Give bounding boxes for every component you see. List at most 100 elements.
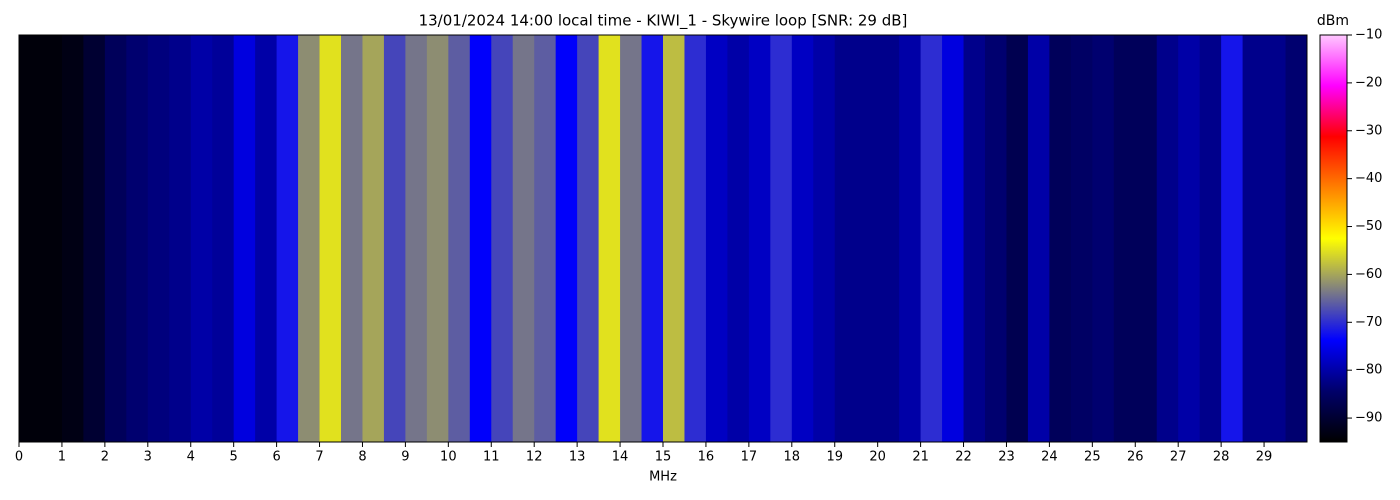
heatmap-column [963,35,986,442]
heatmap-column [856,35,879,442]
colorbar-tick-label: −60 [1355,267,1382,282]
x-tick-label: 28 [1213,450,1230,465]
heatmap-column [126,35,149,442]
heatmap-column [705,35,728,442]
x-tick-label: 14 [612,450,629,465]
heatmap-column [684,35,707,442]
colorbar-tick-label: −70 [1355,315,1382,330]
x-tick-label: 27 [1170,450,1187,465]
heatmap-column [920,35,943,442]
x-tick-label: 22 [955,450,972,465]
x-tick-label: 10 [440,450,457,465]
colorbar [1319,34,1348,443]
heatmap-column [319,35,342,442]
x-tick-label: 5 [230,450,238,465]
heatmap-column [1135,35,1158,442]
chart-title: 13/01/2024 14:00 local time - KIWI_1 - S… [419,12,908,31]
heatmap-column [40,35,63,442]
heatmap-column [555,35,578,442]
colorbar-tick-label: −90 [1355,411,1382,426]
x-tick-label: 3 [144,450,152,465]
heatmap-column [448,35,471,442]
heatmap-column [255,35,278,442]
heatmap-column [1113,35,1136,442]
heatmap-column [985,35,1007,442]
x-tick-label: 8 [358,450,366,465]
colorbar-tick-label: −10 [1355,28,1382,43]
x-tick-label: 26 [1127,450,1144,465]
heatmap-column [1006,35,1029,442]
x-axis-label: MHz [649,470,677,485]
x-tick-label: 4 [187,450,195,465]
heatmap-column [190,35,213,442]
heatmap-column [1264,35,1287,442]
heatmap-column [1221,35,1244,442]
x-tick-label: 29 [1256,450,1273,465]
x-tick-label: 24 [1041,450,1058,465]
x-tick-label: 12 [526,450,543,465]
colorbar-tick-label: −80 [1355,363,1382,378]
heatmap-column [1285,35,1308,442]
x-tick-label: 21 [912,450,929,465]
x-tick-label: 20 [869,450,886,465]
x-tick-label: 19 [826,450,843,465]
heatmap-column [877,35,900,442]
heatmap-column [1027,35,1050,442]
heatmap-column [834,35,857,442]
heatmap-column [276,35,299,442]
heatmap-column [469,35,492,442]
heatmap-column [383,35,406,442]
heatmap-column [491,35,514,442]
heatmap-column [791,35,814,442]
heatmap-column [770,35,793,442]
x-tick-label: 25 [1084,450,1101,465]
colorbar-tick-label: −40 [1355,171,1382,186]
x-tick-label: 6 [272,450,280,465]
heatmap-column [212,35,235,442]
heatmap-column [169,35,192,442]
heatmap-column [405,35,428,442]
x-tick-label: 0 [15,450,23,465]
heatmap-column [19,35,41,442]
heatmap-column [1199,35,1222,442]
heatmap-column [942,35,965,442]
heatmap-column [727,35,750,442]
heatmap-column [748,35,771,442]
heatmap-column [1242,35,1265,442]
heatmap-column [813,35,836,442]
x-tick-label: 17 [741,450,758,465]
heatmap-column [620,35,643,442]
heatmap-column [298,35,321,442]
heatmap-column [426,35,449,442]
heatmap-column [1092,35,1115,442]
heatmap-column [1049,35,1072,442]
x-tick-label: 11 [483,450,500,465]
heatmap-column [1070,35,1093,442]
heatmap-column [1178,35,1201,442]
heatmap-column [899,35,922,442]
x-tick-label: 2 [101,450,109,465]
heatmap-column [512,35,535,442]
x-tick-label: 23 [998,450,1015,465]
heatmap-column [663,35,685,442]
heatmap-column [641,35,664,442]
heatmap-column [233,35,256,442]
colorbar-tick-label: −50 [1355,219,1382,234]
heatmap-column [534,35,557,442]
x-tick-label: 13 [569,450,586,465]
heatmap-column [61,35,84,442]
heatmap-column [598,35,621,442]
heatmap-column [147,35,170,442]
x-tick-label: 9 [401,450,409,465]
x-tick-label: 15 [655,450,672,465]
x-tick-label: 1 [58,450,66,465]
heatmap-column [362,35,385,442]
heatmap-column [577,35,600,442]
heatmap-column [83,35,106,442]
heatmap-column [341,35,363,442]
x-tick-label: 18 [784,450,801,465]
x-tick-label: 16 [698,450,715,465]
colorbar-label: dBm [1317,13,1349,29]
colorbar-tick-label: −20 [1355,75,1382,90]
